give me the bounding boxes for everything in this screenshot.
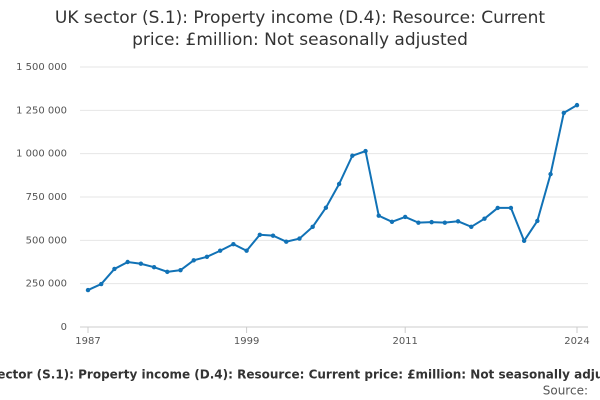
point: [469, 224, 474, 230]
point: [482, 216, 487, 221]
point: [257, 232, 263, 237]
point: [455, 219, 461, 224]
x-tick-label: 2024: [564, 336, 589, 347]
point: [85, 287, 91, 293]
point: [442, 220, 448, 225]
point: [416, 220, 421, 225]
point: [191, 258, 196, 263]
point: [284, 239, 289, 244]
point: [389, 219, 395, 224]
y-tick-label: 250 000: [26, 279, 67, 290]
point: [350, 153, 355, 158]
point: [99, 281, 104, 287]
point: [151, 265, 157, 270]
point: [244, 248, 249, 253]
point: [574, 102, 580, 108]
x-tick-label: 1999: [234, 336, 259, 347]
y-tick-label: 750 000: [26, 192, 67, 203]
point: [376, 213, 381, 218]
point: [323, 205, 329, 210]
point: [429, 219, 434, 225]
line: [87, 104, 578, 291]
point: [297, 236, 302, 241]
source: Source:: [543, 384, 588, 398]
point: [217, 248, 223, 253]
point: [535, 218, 540, 224]
chart-title: UK sector (S.1): Property income (D.4): …: [55, 8, 546, 28]
point: [270, 233, 276, 238]
y-tick-label: 500 000: [26, 235, 67, 246]
point: [138, 261, 144, 266]
point: [508, 205, 514, 211]
x-tick-label: 1987: [75, 336, 100, 347]
y-tick-label: 1 000 000: [16, 149, 67, 160]
point: [561, 110, 566, 116]
x-tick-label: 2011: [392, 336, 417, 347]
point: [178, 267, 183, 273]
point: [336, 181, 342, 187]
point: [231, 241, 236, 247]
point: [125, 259, 130, 265]
point: [363, 148, 368, 154]
point: [204, 254, 210, 259]
point: [112, 266, 117, 272]
footer-title: UK sector (S.1): Property income (D.4): …: [0, 368, 600, 382]
point: [548, 171, 553, 177]
point: [521, 238, 527, 244]
point: [495, 205, 500, 211]
chart-title: price: £million: Not seasonally adjusted: [132, 30, 468, 50]
y-tick-label: 1 250 000: [16, 105, 67, 116]
y-tick-label: 0: [61, 322, 67, 333]
point: [165, 269, 170, 275]
y-tick-label: 1 500 000: [16, 62, 67, 73]
point: [310, 224, 315, 230]
point: [402, 214, 408, 220]
